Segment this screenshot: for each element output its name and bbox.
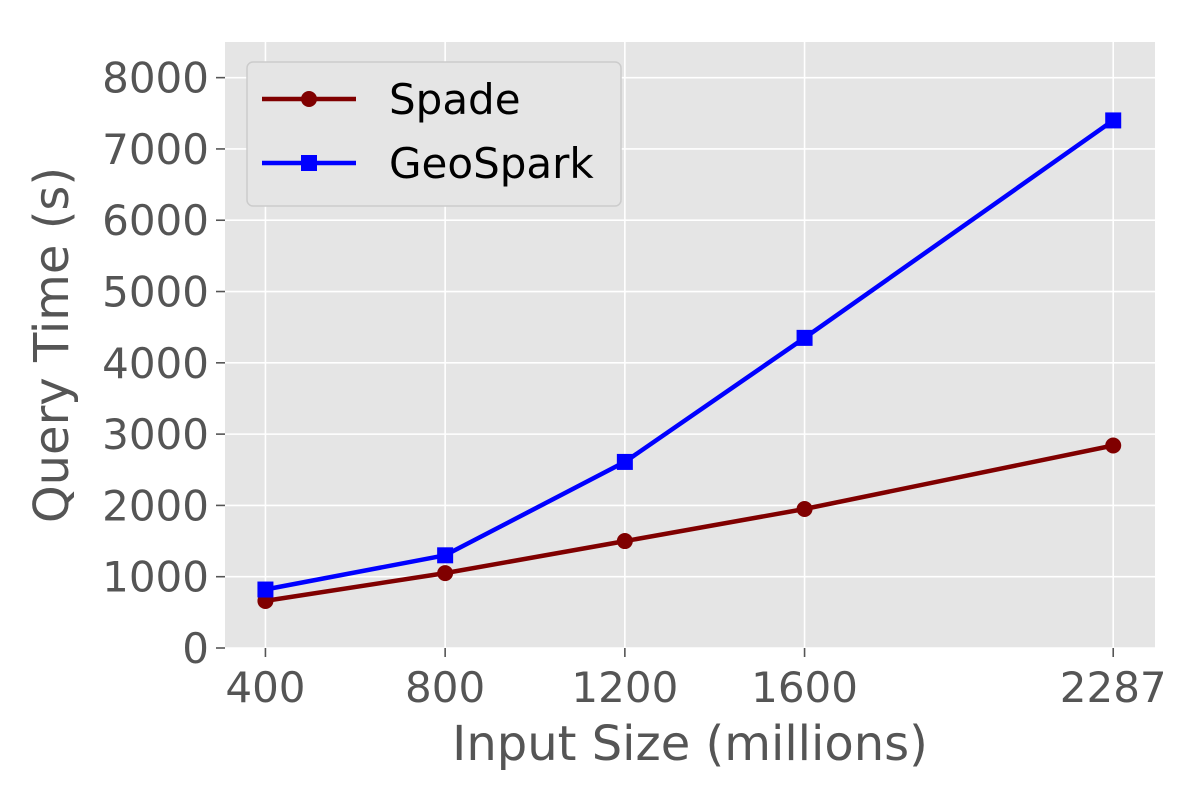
y-tick-label: 2000 xyxy=(102,481,209,530)
y-tick-label: 8000 xyxy=(102,54,209,103)
x-tick-label: 800 xyxy=(405,663,485,712)
data-point-spade xyxy=(796,500,813,517)
x-tick-label: 1600 xyxy=(751,663,858,712)
legend: Spade GeoSpark xyxy=(246,61,622,207)
x-tick-label: 1200 xyxy=(571,663,678,712)
legend-label-spade: Spade xyxy=(389,75,521,124)
data-point-geospark xyxy=(796,329,813,346)
data-point-spade xyxy=(616,533,633,550)
legend-label-geospark: GeoSpark xyxy=(389,139,594,188)
x-axis-title: Input Size (millions) xyxy=(452,716,928,772)
data-point-spade xyxy=(1105,437,1122,454)
y-tick-label: 1000 xyxy=(102,553,209,602)
series-layer xyxy=(257,112,1122,609)
data-point-geospark xyxy=(1105,112,1122,129)
y-tick-label: 6000 xyxy=(102,196,209,245)
y-tick-label: 0 xyxy=(182,624,209,673)
x-tick-label: 400 xyxy=(225,663,305,712)
y-axis-title: Query Time (s) xyxy=(24,167,80,523)
y-tick-label: 3000 xyxy=(102,410,209,459)
y-tick-label: 4000 xyxy=(102,339,209,388)
y-tick-label: 7000 xyxy=(102,125,209,174)
data-point-geospark xyxy=(616,453,633,470)
axis-ticks: 0 1000 2000 3000 4000 5000 6000 7000 8000 400 800 1… xyxy=(102,54,1167,712)
y-tick-label: 5000 xyxy=(102,268,209,317)
data-point-geospark xyxy=(437,547,454,564)
x-tick-label: 2287 xyxy=(1060,663,1167,712)
legend-marker-spade xyxy=(301,91,317,107)
data-point-spade xyxy=(437,565,454,582)
legend-marker-geospark xyxy=(301,155,317,171)
data-point-geospark xyxy=(257,581,274,598)
